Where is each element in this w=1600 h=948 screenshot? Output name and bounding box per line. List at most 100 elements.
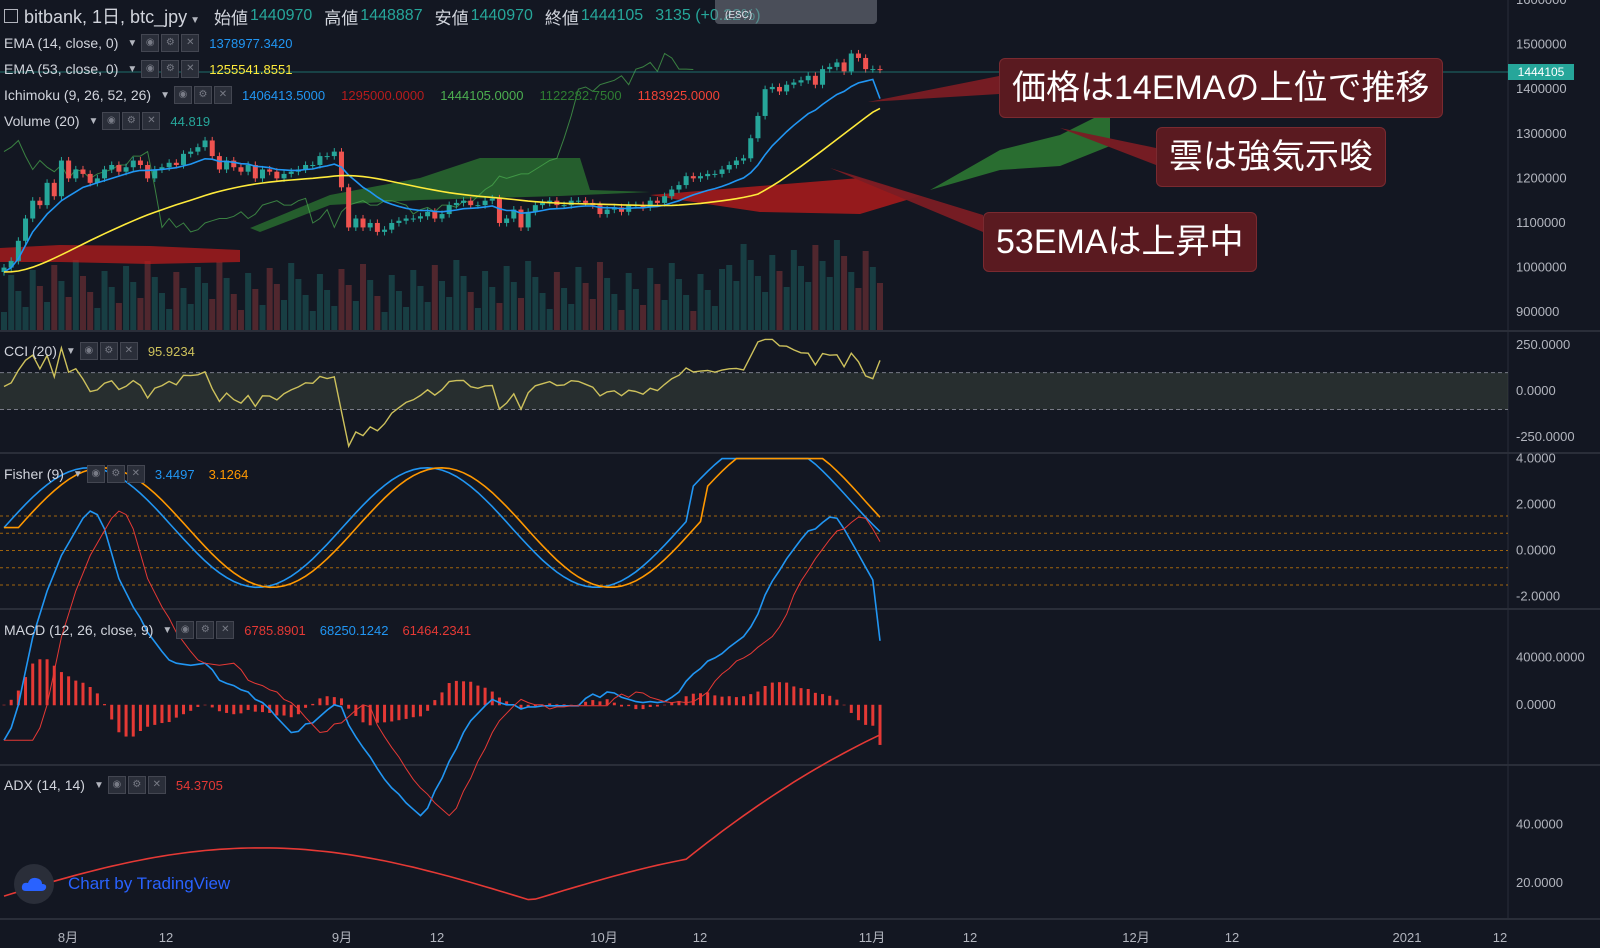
macd-histogram-bar <box>785 682 789 706</box>
macd-histogram-bar <box>483 687 487 706</box>
macd-histogram-bar <box>383 704 387 723</box>
cci-legend[interactable]: CCI (20) ▼ ◉ ⚙ ✕ 95.9234 <box>4 342 195 360</box>
candle-body <box>848 53 854 72</box>
chevron-down-icon: ▼ <box>162 624 173 636</box>
tradingview-watermark[interactable]: Chart by TradingView <box>14 864 230 904</box>
volume-bar <box>805 282 812 330</box>
axis-tick-label: 40000.0000 <box>1516 649 1585 664</box>
watermark-text: Chart by TradingView <box>68 874 231 893</box>
close-icon: ✕ <box>181 34 200 52</box>
macd-histogram-bar <box>591 700 595 706</box>
time-tick-label: 12 <box>430 930 444 945</box>
candle-body <box>489 198 495 201</box>
candle-body <box>812 75 818 85</box>
volume-bar <box>202 283 209 330</box>
candle-body <box>532 205 538 212</box>
candle-body <box>784 84 790 92</box>
macd-line-value: 68250.1242 <box>319 622 389 638</box>
fisher-value: 3.4497 <box>154 466 195 482</box>
macd-histogram-bar <box>842 704 846 706</box>
macd-histogram-bar <box>713 695 717 706</box>
ema53-legend[interactable]: EMA (53, close, 0) ▼ ◉ ⚙ ✕ 1255541.8551 <box>4 60 293 78</box>
close-icon: ✕ <box>213 86 232 104</box>
volume-bar <box>36 286 43 330</box>
volume-bar <box>108 287 115 330</box>
macd-histogram-bar <box>361 704 365 723</box>
annotation-cloud-bullish[interactable]: 雲は強気示唆 <box>1156 127 1386 187</box>
candle-body <box>317 156 323 165</box>
volume-bar <box>819 261 826 330</box>
escape-hint[interactable]: (ESC) <box>715 0 877 24</box>
macd-histogram-bar <box>368 704 372 726</box>
macd-histogram-bar <box>9 699 13 706</box>
adx-legend[interactable]: ADX (14, 14) ▼ ◉ ⚙ ✕ 54.3705 <box>4 776 223 794</box>
candle-body <box>597 205 603 215</box>
volume-bar <box>180 288 187 330</box>
ichimoku-cloud-bearish <box>0 245 240 264</box>
volume-bar <box>252 289 259 330</box>
chevron-down-icon: ▼ <box>93 779 104 791</box>
symbol-title[interactable]: bitbank, 1日, btc_jpy ▼ <box>24 7 200 27</box>
candle-body <box>224 160 230 170</box>
gear-icon: ⚙ <box>106 465 125 483</box>
macd-histogram-bar <box>397 704 401 721</box>
fisher-line <box>3 457 881 589</box>
candle-body <box>324 156 330 158</box>
candle-body <box>863 57 869 70</box>
volume-bar <box>482 271 489 330</box>
volume-bar <box>166 309 173 330</box>
volume-bar <box>826 277 833 330</box>
macd-histogram-value: 6785.8901 <box>244 622 306 638</box>
close-icon: ✕ <box>126 465 145 483</box>
annotation-price-above-ema[interactable]: 価格は14EMAの上位で推移 <box>999 58 1443 118</box>
candle-body <box>130 160 136 168</box>
legend-controls: ◉ ⚙ ✕ <box>141 60 201 78</box>
volume-bar <box>115 303 122 330</box>
candle-body <box>791 82 797 85</box>
collapse-icon[interactable] <box>4 9 18 23</box>
eye-icon: ◉ <box>173 86 192 104</box>
pane-adx-bg <box>0 766 1600 918</box>
candle-body <box>769 86 775 90</box>
macd-histogram-bar <box>347 704 351 709</box>
candle-body <box>137 160 143 165</box>
volume-bar <box>1 312 7 330</box>
macd-histogram-bar <box>742 696 746 706</box>
candle-body <box>461 200 467 203</box>
ema14-legend[interactable]: EMA (14, close, 0) ▼ ◉ ⚙ ✕ 1378977.3420 <box>4 34 293 52</box>
candle-body <box>719 169 725 174</box>
axis-tick-label: 4.0000 <box>1516 451 1556 466</box>
volume-bar <box>683 295 690 330</box>
macd-histogram-bar <box>706 692 710 706</box>
volume-bar <box>338 269 345 330</box>
volume-legend[interactable]: Volume (20) ▼ ◉ ⚙ ✕ 44.819 <box>4 112 211 130</box>
open-label: 始値 <box>214 8 248 28</box>
candle-body <box>755 115 761 139</box>
macd-histogram-bar <box>38 659 42 706</box>
candle-body <box>820 69 826 85</box>
fisher-legend[interactable]: Fisher (9) ▼ ◉ ⚙ ✕ 3.4497 3.1264 <box>4 465 249 483</box>
chevron-down-icon[interactable]: ▼ <box>190 15 200 26</box>
macd-histogram-bar <box>332 697 336 706</box>
candle-body <box>776 86 782 92</box>
macd-histogram-bar <box>648 704 652 707</box>
time-tick-label: 12 <box>693 930 707 945</box>
macd-histogram-bar <box>160 704 164 724</box>
volume-bar <box>589 299 596 330</box>
macd-histogram-bar <box>2 704 6 706</box>
annotation-ema53-rising[interactable]: 53EMAは上昇中 <box>983 212 1257 272</box>
macd-legend[interactable]: MACD (12, 26, close, 9) ▼ ◉ ⚙ ✕ 6785.8901 6… <box>4 621 472 639</box>
candle-body <box>259 169 265 179</box>
macd-histogram-bar <box>763 686 767 706</box>
volume-bar <box>424 302 431 330</box>
candle-body <box>604 209 610 215</box>
gear-icon: ⚙ <box>122 112 141 130</box>
candle-body <box>80 169 86 174</box>
macd-histogram-bar <box>418 704 422 717</box>
candle-body <box>331 151 337 157</box>
candle-body <box>439 214 445 219</box>
ichimoku-legend[interactable]: Ichimoku (9, 26, 52, 26) ▼ ◉ ⚙ ✕ 1406413.50… <box>4 86 720 104</box>
candle-body <box>123 167 129 172</box>
annotation-pointer <box>1060 128 1156 165</box>
